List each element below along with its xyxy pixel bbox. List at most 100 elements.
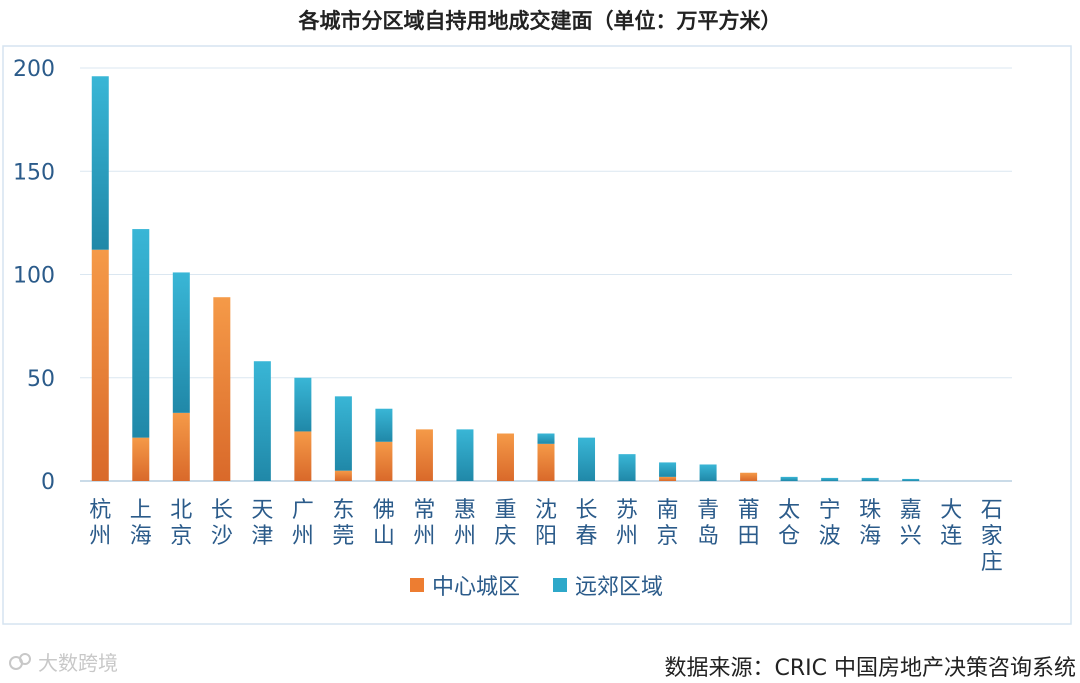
bar-center [132,437,150,481]
x-tick-char: 州 [454,524,476,549]
legend-swatch-center [410,578,424,592]
bar-suburb [132,229,150,438]
bar-center [294,431,312,481]
x-tick-char: 重 [494,498,516,523]
bar-center [496,433,514,481]
x-tick-char: 春 [576,524,598,549]
y-tick-label: 150 [13,160,55,185]
x-tick-label: 北京 [170,498,192,549]
x-tick-label: 东莞 [332,498,354,549]
x-tick-label: 长春 [576,498,598,549]
x-tick-char: 珠 [859,498,881,523]
x-tick-char: 州 [413,524,435,549]
x-tick-char: 庆 [494,524,516,549]
x-tick-char: 津 [251,524,273,549]
x-tick-char: 宁 [819,498,841,523]
x-tick-char: 山 [373,524,395,549]
bar-suburb [253,361,271,481]
x-tick-label: 重庆 [494,498,516,549]
bar-suburb [375,408,393,442]
x-tick-char: 京 [657,524,679,549]
x-tick-char: 州 [89,524,111,549]
x-tick-char: 沈 [535,498,557,523]
legend-label-suburb: 远郊区域 [575,575,663,600]
x-tick-label: 嘉兴 [900,498,922,549]
x-tick-char: 南 [657,498,679,523]
bar-suburb [618,454,636,481]
x-tick-label: 广州 [292,498,314,549]
x-tick-label: 常州 [413,498,435,549]
bar-suburb [578,437,596,481]
x-tick-label: 惠州 [454,498,476,549]
x-tick-char: 庄 [981,550,1003,575]
x-tick-char: 佛 [373,498,395,523]
x-axis: 杭州上海北京长沙天津广州东莞佛山常州惠州重庆沈阳长春苏州南京青岛莆田太仓宁波珠海… [89,498,1002,575]
x-tick-char: 阳 [535,524,557,549]
watermark: 大数跨境 [8,647,118,676]
chart-title: 各城市分区域自持用地成交建面（单位：万平方米） [298,9,782,33]
y-tick-label: 100 [13,264,55,289]
bar-suburb [902,478,920,481]
x-tick-label: 莆田 [738,498,760,549]
x-tick-char: 海 [859,524,881,549]
bar-suburb [699,464,717,481]
x-tick-label: 大连 [940,498,962,549]
bar-suburb [780,476,798,481]
y-tick-label: 50 [27,367,55,392]
x-tick-label: 上海 [130,498,152,549]
x-tick-char: 太 [778,498,800,523]
x-tick-char: 田 [738,524,760,549]
x-tick-label: 珠海 [859,498,881,549]
x-tick-char: 大 [940,498,962,523]
x-tick-label: 沈阳 [535,498,557,549]
x-tick-char: 东 [332,498,354,523]
bar-center [375,441,393,481]
bar-center [172,412,190,481]
x-tick-label: 太仓 [778,498,800,549]
data-source: 数据来源：CRIC 中国房地产决策咨询系统 [664,656,1077,681]
x-tick-char: 青 [697,498,719,523]
x-tick-char: 苏 [616,498,638,523]
x-tick-label: 长沙 [211,498,233,549]
x-tick-char: 波 [819,524,841,549]
watermark-text: 大数跨境 [38,651,118,675]
watermark-logo-icon [9,652,31,670]
legend-swatch-suburb [553,578,567,592]
x-tick-char: 海 [130,524,152,549]
x-tick-char: 莞 [332,524,354,549]
bar-center [415,429,433,481]
x-tick-char: 嘉 [900,498,922,523]
bar-center [659,476,677,481]
bars [91,76,920,481]
bar-suburb [659,462,677,477]
x-tick-label: 青岛 [697,498,719,549]
bar-suburb [91,76,109,250]
bar-suburb [172,272,190,413]
x-tick-char: 仓 [778,524,800,549]
x-tick-char: 兴 [900,524,922,549]
x-tick-char: 石 [981,498,1003,523]
legend: 中心城区 远郊区域 [410,575,663,600]
y-axis: 0 50 100 150 200 [13,57,55,495]
x-tick-char: 北 [170,498,192,523]
x-tick-char: 上 [130,498,152,523]
bar-center [334,470,352,481]
y-tick-label: 200 [13,57,55,82]
x-tick-char: 州 [292,524,314,549]
bar-center [91,249,109,481]
x-tick-char: 长 [211,498,233,523]
x-tick-char: 岛 [697,524,719,549]
x-tick-char: 常 [413,498,435,523]
y-tick-label: 0 [41,470,55,495]
bar-center [740,472,758,481]
bar-suburb [861,477,879,481]
chart-frame [2,45,1072,625]
bar-center [213,297,231,481]
x-tick-label: 天津 [251,498,273,549]
x-tick-label: 南京 [657,498,679,549]
legend-label-center: 中心城区 [432,575,520,600]
bar-suburb [334,396,352,471]
x-tick-char: 京 [170,524,192,549]
x-tick-char: 长 [576,498,598,523]
x-tick-char: 沙 [211,524,233,549]
